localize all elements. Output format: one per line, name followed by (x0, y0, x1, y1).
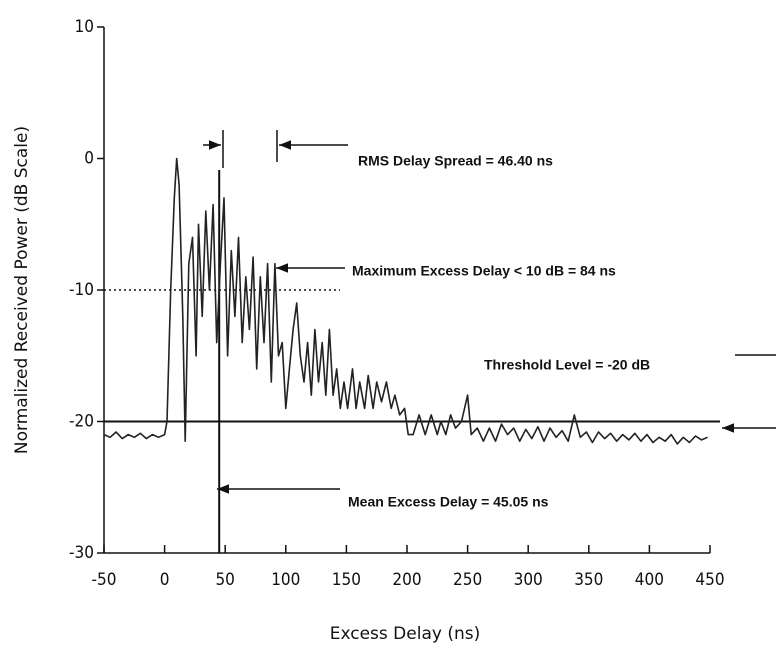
x-tick-label: 50 (215, 570, 234, 590)
annotation: Threshold Level = -20 dB (484, 357, 650, 373)
trace (103, 157, 708, 445)
x-tick-label: 0 (160, 570, 170, 590)
y-axis-label: Normalized Received Power (dB Scale) (12, 126, 32, 454)
x-tick-label: 150 (332, 570, 361, 590)
x-tick-label: 250 (453, 570, 482, 590)
x-tick-label: 300 (514, 570, 543, 590)
x-tick-label: 350 (574, 570, 603, 590)
x-tick-label: 400 (635, 570, 664, 590)
x-axis-label: Excess Delay (ns) (330, 624, 480, 644)
y-tick-label: 10 (75, 17, 94, 37)
y-tick-label: -10 (69, 280, 94, 300)
x-tick-label: 200 (392, 570, 421, 590)
y-tick-label: 0 (84, 149, 94, 169)
x-tick-label: 450 (695, 570, 724, 590)
y-tick-label: -20 (69, 412, 94, 432)
y-tick-label: -30 (69, 543, 94, 563)
annotation: Mean Excess Delay = 45.05 ns (348, 494, 549, 510)
x-tick-label: 100 (271, 570, 300, 590)
x-tick-label: -50 (92, 570, 117, 590)
annotation: RMS Delay Spread = 46.40 ns (358, 153, 553, 169)
annotation: Maximum Excess Delay < 10 dB = 84 ns (352, 263, 616, 279)
